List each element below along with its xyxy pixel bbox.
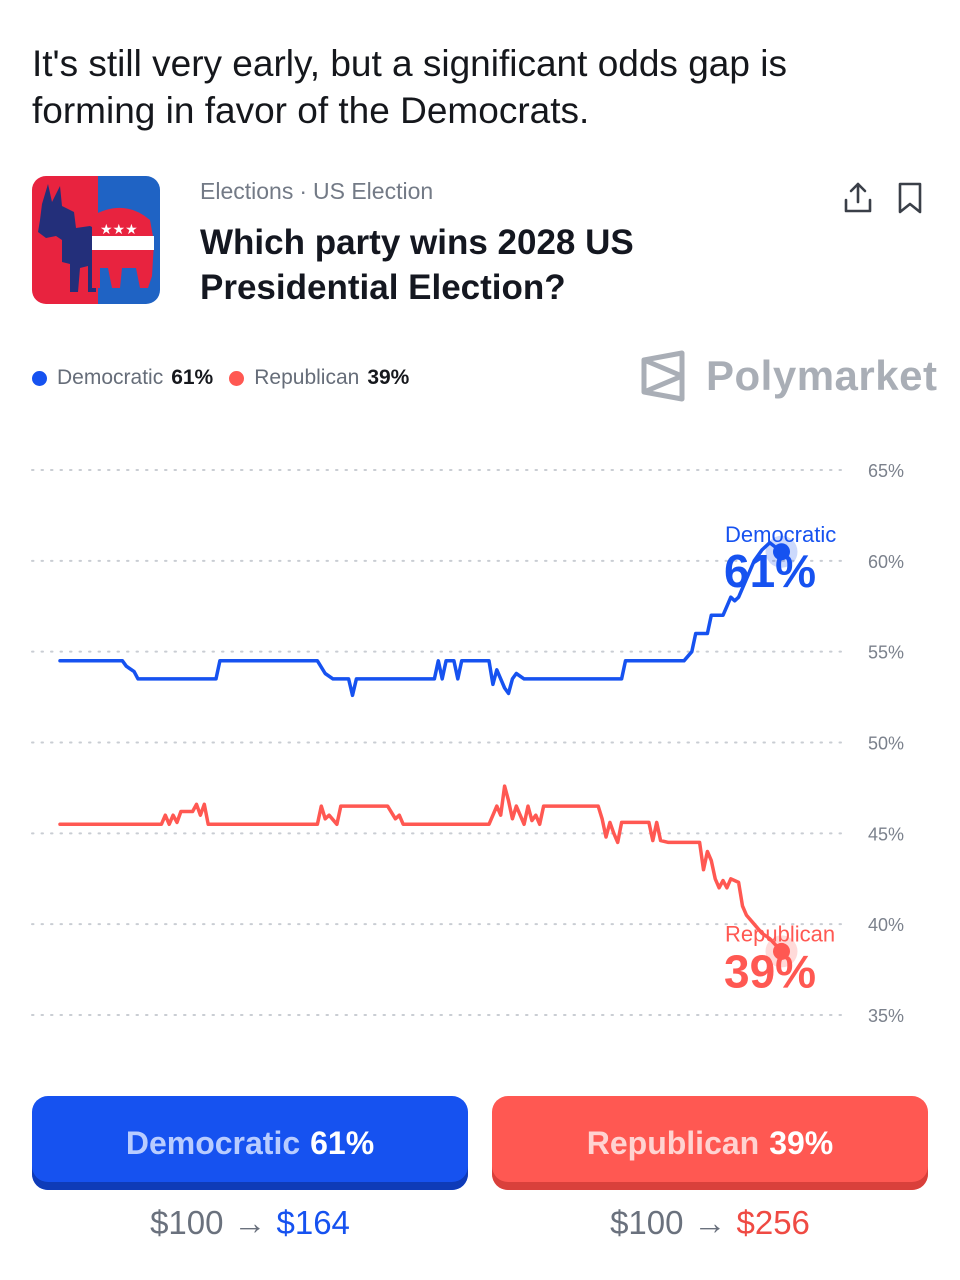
buy-republican-button[interactable]: Republican 39% [492, 1096, 928, 1190]
y-tick-label: 45% [868, 824, 904, 844]
intro-text: It's still very early, but a significant… [32, 43, 787, 131]
payout-to: $164 [276, 1204, 350, 1241]
legend-item-republican: Republican 39% [229, 366, 409, 390]
polymarket-logo-icon [641, 350, 685, 402]
share-icon[interactable] [840, 180, 876, 216]
series-line-republican [58, 784, 784, 954]
arrow-icon: → [693, 1204, 727, 1241]
endpoint-dot-democratic [773, 543, 790, 561]
payout-democratic: $100 → $164 [32, 1204, 468, 1242]
polymarket-wordmark: Polymarket [706, 352, 938, 399]
chart-legend: Democratic 61% Republican 39% [32, 366, 425, 390]
y-tick-label: 40% [868, 915, 904, 935]
series-end-name: Democratic [725, 522, 836, 547]
payout-from: $100 [610, 1204, 684, 1241]
button-label: Republican [586, 1124, 760, 1161]
buy-democratic-button[interactable]: Democratic 61% [32, 1096, 468, 1190]
y-tick-label: 65% [868, 461, 904, 481]
button-value: 61% [310, 1124, 375, 1161]
y-tick-label: 55% [868, 643, 904, 663]
legend-dot-republican [229, 370, 245, 386]
arrow-icon: → [233, 1204, 267, 1241]
breadcrumb-separator: · [299, 178, 307, 204]
series-end-value: 61% [724, 545, 816, 597]
legend-item-democratic: Democratic 61% [32, 366, 213, 390]
breadcrumb-elections[interactable]: Elections [200, 178, 294, 204]
breadcrumb-us-election[interactable]: US Election [313, 178, 434, 204]
endpoint-dot-republican [773, 942, 790, 960]
polymarket-brand: Polymarket [640, 350, 937, 402]
legend-value: 39% [367, 366, 410, 389]
legend-label: Democratic [57, 366, 164, 389]
bookmark-icon[interactable] [892, 180, 928, 216]
donkey-elephant-icon: ★★★ [32, 176, 160, 304]
breadcrumb: Elections · US Election [200, 178, 433, 205]
legend-label: Republican [254, 366, 360, 389]
payout-republican: $100 → $256 [492, 1204, 928, 1242]
series-end-name: Republican [725, 921, 835, 946]
market-title: Which party wins 2028 US Presidential El… [200, 223, 634, 307]
series-line-democratic [58, 540, 784, 698]
button-label: Democratic [125, 1124, 301, 1161]
y-tick-label: 35% [868, 1006, 904, 1026]
series-end-value: 39% [724, 945, 816, 997]
legend-dot-democratic [32, 370, 47, 386]
payout-to: $256 [736, 1204, 810, 1241]
y-tick-label: 60% [868, 552, 904, 572]
svg-text:★★★: ★★★ [100, 222, 138, 238]
legend-value: 61% [171, 366, 214, 389]
payout-from: $100 [150, 1204, 224, 1241]
button-value: 39% [769, 1124, 834, 1161]
y-tick-label: 50% [868, 734, 904, 754]
